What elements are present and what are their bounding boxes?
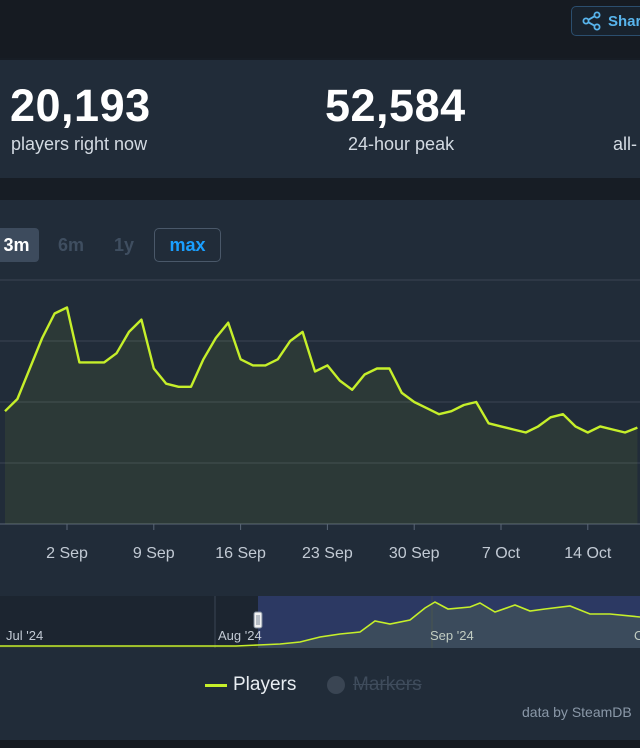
players-series-line[interactable] bbox=[4, 306, 638, 434]
peak-24h-value: 52,584 bbox=[325, 80, 466, 131]
navigator-series-line bbox=[0, 601, 640, 647]
legend-players-label: Players bbox=[233, 674, 297, 695]
x-tick-label: 7 Oct bbox=[482, 545, 521, 562]
navigator[interactable]: Jul '24 Aug '24 Sep '24 O bbox=[0, 596, 640, 648]
navigator-tick-label: O bbox=[634, 628, 640, 643]
share-icon bbox=[582, 11, 601, 31]
player-stats: 20,193 players right now 52,584 24-hour … bbox=[0, 60, 640, 178]
x-tick-label: 9 Sep bbox=[133, 545, 175, 562]
data-credit: data by SteamDB bbox=[522, 704, 632, 720]
legend-players[interactable]: Players bbox=[205, 670, 296, 700]
legend-markers[interactable]: Markers bbox=[327, 670, 422, 700]
share-label: Share bbox=[608, 12, 640, 30]
x-tick-label: 16 Sep bbox=[215, 545, 266, 562]
navigator-tick-label: Aug '24 bbox=[218, 628, 262, 643]
chart-legend: Players Markers bbox=[0, 670, 640, 700]
range-6m-button[interactable]: 6m bbox=[57, 234, 84, 255]
x-tick-label: 2 Sep bbox=[46, 545, 88, 562]
all-time-peak-label: all- bbox=[613, 134, 638, 154]
top-bar: Share bbox=[0, 0, 640, 58]
navigator-tick-label: Sep '24 bbox=[430, 628, 474, 643]
legend-markers-label: Markers bbox=[353, 674, 422, 695]
navigator-window[interactable] bbox=[258, 596, 640, 648]
range-3m-button[interactable]: 3m bbox=[0, 228, 39, 262]
legend-markers-swatch bbox=[327, 676, 345, 694]
x-tick-label: 23 Sep bbox=[302, 545, 353, 562]
players-area bbox=[5, 307, 638, 524]
share-button[interactable]: Share bbox=[571, 6, 640, 36]
navigator-tick-label: Jul '24 bbox=[6, 628, 43, 643]
bottom-strip bbox=[0, 740, 640, 748]
current-players-value: 20,193 bbox=[10, 80, 151, 131]
range-max-button[interactable]: max bbox=[154, 228, 221, 262]
x-tick-label: 30 Sep bbox=[389, 545, 440, 562]
navigator-area bbox=[0, 602, 640, 648]
x-tick-label: 14 Oct bbox=[564, 545, 612, 562]
current-players-label: players right now bbox=[11, 134, 148, 154]
range-1y-button[interactable]: 1y bbox=[113, 234, 135, 255]
peak-24h-label: 24-hour peak bbox=[348, 134, 455, 154]
navigator-handle[interactable] bbox=[253, 611, 263, 629]
legend-players-swatch bbox=[205, 683, 227, 687]
